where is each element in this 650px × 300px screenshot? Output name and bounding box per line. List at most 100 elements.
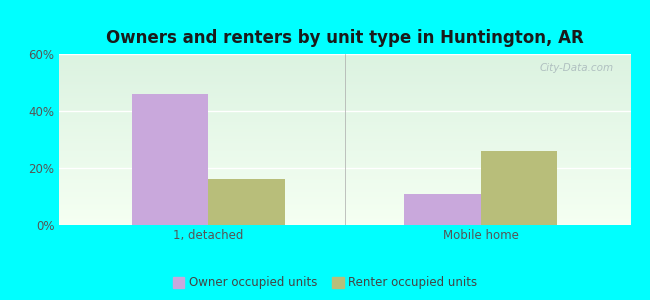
Bar bbox=[58, 151, 630, 152]
Bar bbox=[58, 68, 630, 69]
Bar bbox=[58, 100, 630, 101]
Bar bbox=[58, 129, 630, 130]
Bar bbox=[58, 88, 630, 89]
Bar bbox=[58, 128, 630, 129]
Bar bbox=[58, 212, 630, 213]
Bar bbox=[58, 207, 630, 208]
Bar bbox=[58, 169, 630, 170]
Bar bbox=[58, 144, 630, 145]
Bar bbox=[58, 117, 630, 118]
Bar bbox=[58, 135, 630, 136]
Bar bbox=[58, 210, 630, 211]
Bar bbox=[58, 116, 630, 117]
Bar bbox=[481, 151, 557, 225]
Bar bbox=[58, 109, 630, 110]
Bar bbox=[58, 213, 630, 214]
Bar bbox=[58, 200, 630, 201]
Bar bbox=[58, 222, 630, 223]
Bar bbox=[58, 112, 630, 113]
Bar bbox=[58, 152, 630, 153]
Bar bbox=[58, 172, 630, 173]
Bar bbox=[58, 145, 630, 146]
Bar bbox=[58, 87, 630, 88]
Title: Owners and renters by unit type in Huntington, AR: Owners and renters by unit type in Hunti… bbox=[105, 29, 584, 47]
Bar bbox=[58, 204, 630, 205]
Bar bbox=[58, 107, 630, 108]
Bar bbox=[58, 193, 630, 194]
Bar bbox=[58, 101, 630, 102]
Bar bbox=[58, 165, 630, 166]
Bar bbox=[58, 194, 630, 195]
Bar bbox=[58, 99, 630, 100]
Bar bbox=[58, 175, 630, 176]
Bar bbox=[58, 164, 630, 165]
Bar bbox=[58, 190, 630, 191]
Bar bbox=[58, 94, 630, 95]
Bar bbox=[58, 121, 630, 122]
Bar bbox=[58, 214, 630, 215]
Bar bbox=[58, 110, 630, 111]
Bar bbox=[58, 156, 630, 157]
Bar bbox=[404, 194, 481, 225]
Bar bbox=[58, 136, 630, 137]
Bar bbox=[58, 168, 630, 169]
Bar bbox=[58, 191, 630, 192]
Bar bbox=[58, 192, 630, 193]
Bar bbox=[58, 150, 630, 151]
Bar bbox=[58, 203, 630, 204]
Bar bbox=[58, 85, 630, 86]
Bar bbox=[58, 220, 630, 221]
Bar bbox=[58, 201, 630, 202]
Bar bbox=[58, 177, 630, 178]
Bar bbox=[58, 77, 630, 78]
Bar bbox=[58, 108, 630, 109]
Bar bbox=[58, 82, 630, 83]
Bar bbox=[58, 187, 630, 188]
Bar bbox=[58, 69, 630, 70]
Bar bbox=[58, 132, 630, 133]
Bar bbox=[58, 104, 630, 105]
Bar bbox=[58, 223, 630, 224]
Bar bbox=[58, 114, 630, 115]
Bar bbox=[58, 98, 630, 99]
Bar bbox=[58, 155, 630, 156]
Bar bbox=[58, 182, 630, 183]
Bar bbox=[208, 179, 285, 225]
Bar bbox=[58, 130, 630, 131]
Bar bbox=[58, 196, 630, 197]
Bar bbox=[58, 80, 630, 81]
Bar bbox=[58, 199, 630, 200]
Bar bbox=[58, 131, 630, 132]
Bar bbox=[58, 174, 630, 175]
Bar bbox=[58, 78, 630, 79]
Bar bbox=[58, 133, 630, 134]
Bar bbox=[58, 146, 630, 147]
Bar bbox=[58, 217, 630, 218]
Bar bbox=[58, 148, 630, 149]
Bar bbox=[58, 180, 630, 181]
Bar bbox=[58, 75, 630, 76]
Bar bbox=[58, 70, 630, 71]
Bar bbox=[58, 67, 630, 68]
Bar bbox=[58, 134, 630, 135]
Bar bbox=[58, 140, 630, 141]
Bar bbox=[58, 208, 630, 209]
Bar bbox=[58, 119, 630, 120]
Bar bbox=[58, 186, 630, 187]
Bar bbox=[58, 137, 630, 138]
Bar bbox=[58, 84, 630, 85]
Bar bbox=[58, 147, 630, 148]
Bar bbox=[58, 96, 630, 97]
Bar bbox=[58, 62, 630, 63]
Bar bbox=[58, 89, 630, 90]
Bar bbox=[58, 105, 630, 106]
Bar bbox=[58, 83, 630, 84]
Bar bbox=[58, 65, 630, 66]
Bar bbox=[58, 123, 630, 124]
Bar bbox=[58, 95, 630, 96]
Bar bbox=[58, 195, 630, 196]
Bar bbox=[58, 159, 630, 160]
Bar bbox=[58, 219, 630, 220]
Bar bbox=[58, 125, 630, 126]
Bar bbox=[58, 97, 630, 98]
